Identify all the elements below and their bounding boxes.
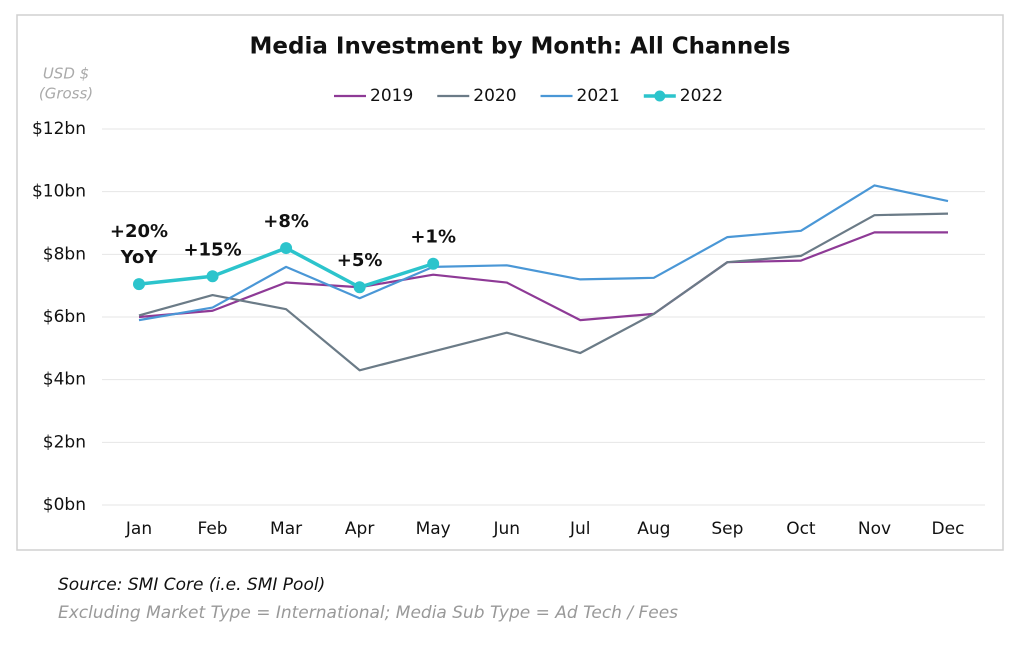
- x-tick-label: May: [416, 519, 451, 539]
- y-tick-label: $12bn: [32, 119, 86, 139]
- series-line: [138, 212, 949, 372]
- annotation: +1%: [410, 227, 456, 248]
- x-tick-label: Oct: [786, 519, 816, 539]
- y-tick-label: $4bn: [43, 370, 86, 390]
- legend-label: 2022: [680, 86, 723, 106]
- x-tick-label: Jan: [125, 519, 152, 539]
- x-tick-label: Apr: [345, 519, 374, 539]
- point-marker: [280, 242, 293, 255]
- x-tick-label: Jun: [492, 519, 520, 539]
- source-note: Source: SMI Core (i.e. SMI Pool): [58, 575, 325, 595]
- y-tick-label: $2bn: [43, 432, 86, 452]
- series-line: [138, 184, 949, 322]
- y-tick-label: $8bn: [43, 244, 86, 264]
- legend-label: 2019: [370, 86, 413, 106]
- legend-label: 2021: [577, 86, 620, 106]
- chart-title: Media Investment by Month: All Channels: [250, 34, 791, 60]
- x-tick-label: Feb: [197, 519, 227, 539]
- chart-frame: [16, 14, 1004, 551]
- series-line: [138, 231, 948, 322]
- legend-label: 2020: [473, 86, 516, 106]
- x-tick-label: Nov: [858, 519, 891, 539]
- y-axis-label: USD $: [43, 65, 89, 83]
- annotation: +8%: [263, 211, 309, 232]
- annotation: +20%: [110, 221, 168, 242]
- point-marker: [427, 257, 440, 270]
- x-tick-label: Mar: [270, 519, 302, 539]
- y-axis-label: (Gross): [39, 85, 93, 103]
- y-tick-label: $6bn: [43, 307, 86, 327]
- x-tick-label: Dec: [932, 519, 965, 539]
- footnote: Excluding Market Type = International; M…: [58, 603, 678, 623]
- x-tick-label: Jul: [569, 519, 591, 539]
- y-tick-label: $10bn: [32, 182, 86, 202]
- annotation: +15%: [183, 239, 241, 260]
- legend-marker: [654, 90, 666, 102]
- annotation: +5%: [337, 250, 383, 271]
- x-tick-label: Aug: [637, 519, 670, 539]
- y-tick-label: $0bn: [43, 495, 86, 515]
- annotation: YoY: [120, 247, 159, 268]
- point-marker: [353, 281, 366, 294]
- point-marker: [206, 270, 219, 283]
- point-marker: [133, 278, 145, 291]
- x-tick-label: Sep: [711, 519, 743, 539]
